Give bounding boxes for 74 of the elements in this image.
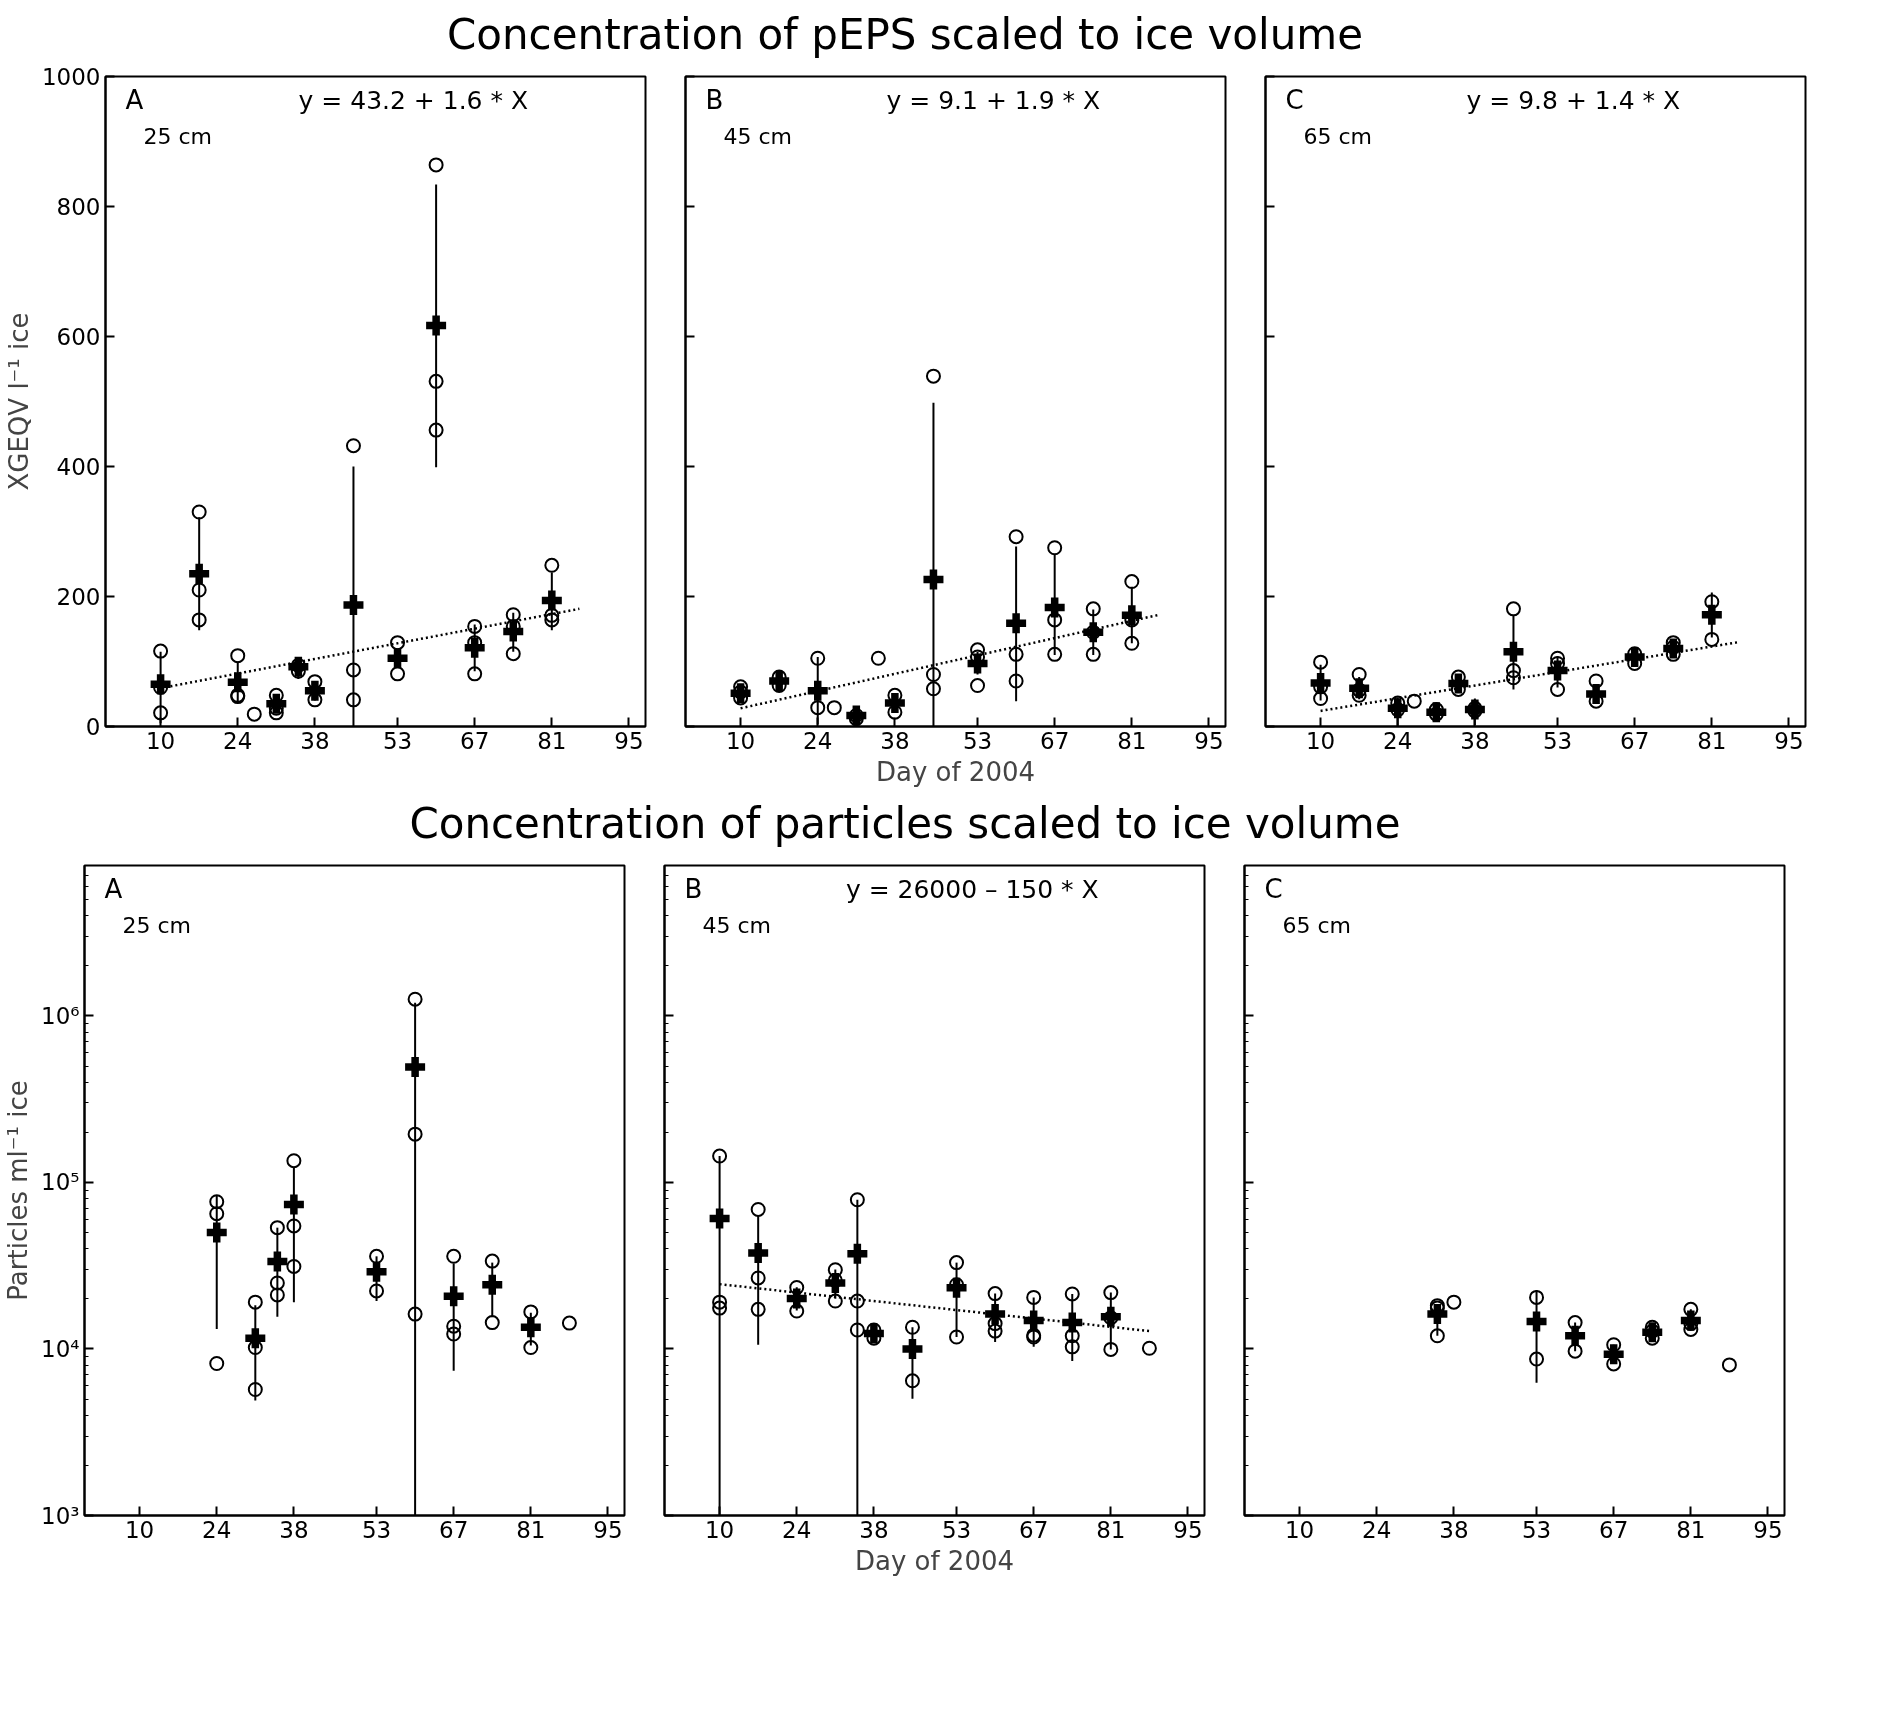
y-axis-title: Particles ml⁻¹ ice — [3, 1080, 34, 1301]
x-tick-label: 67 — [1019, 1516, 1049, 1543]
y-tick-label: 0 — [85, 714, 101, 740]
x-tick-label: 67 — [460, 727, 490, 754]
x-tick-label: 38 — [859, 1516, 889, 1543]
x-tick-label: 95 — [1753, 1516, 1783, 1543]
x-tick-label: 24 — [803, 727, 833, 754]
x-tick-label: 67 — [1040, 727, 1070, 754]
x-tick-label: 81 — [1117, 727, 1147, 754]
x-tick-label: 95 — [1173, 1516, 1203, 1543]
x-tick-label: 53 — [361, 1516, 392, 1543]
x-tick-label: 38 — [279, 1516, 309, 1543]
x-tick-label: 38 — [1460, 727, 1490, 754]
x-axis-title: Day of 2004 — [875, 756, 1036, 787]
y-tick-label: 1000 — [41, 64, 101, 90]
x-tick-label: 81 — [1697, 727, 1727, 754]
x-tick-label: 95 — [1194, 727, 1224, 754]
x-tick-label: 10 — [1305, 727, 1336, 754]
annotation: B — [684, 873, 703, 904]
y-tick-label: 200 — [56, 584, 101, 610]
annotation: A — [104, 873, 123, 904]
x-tick-label: 67 — [1599, 1516, 1629, 1543]
x-tick-label: 24 — [202, 1516, 232, 1543]
annotation: y = 26000 – 150 * X — [845, 874, 1099, 904]
annotation: 65 cm — [1282, 912, 1352, 938]
y-tick-label: 800 — [56, 194, 101, 220]
x-tick-label: 24 — [782, 1516, 812, 1543]
x-tick-label: 95 — [614, 727, 644, 754]
annotation: 25 cm — [122, 912, 192, 938]
x-tick-label: 24 — [223, 727, 253, 754]
x-tick-label: 81 — [516, 1516, 546, 1543]
y-tick-label: 10⁶ — [41, 1002, 80, 1029]
x-tick-label: 95 — [1774, 727, 1804, 754]
x-tick-label: 53 — [941, 1516, 972, 1543]
annotation: A — [125, 84, 144, 115]
annotation: y = 9.1 + 1.9 * X — [886, 85, 1101, 115]
y-tick-label: 400 — [56, 454, 101, 480]
x-tick-label: 81 — [1676, 1516, 1706, 1543]
y-tick-label: 10⁴ — [41, 1335, 80, 1362]
chart-title: Concentration of pEPS scaled to ice volume — [446, 9, 1364, 61]
x-tick-label: 10 — [725, 727, 756, 754]
x-tick-label: 10 — [704, 1516, 735, 1543]
y-tick-label: 10⁵ — [41, 1169, 80, 1196]
chart-title: Concentration of particles scaled to ice volume — [409, 798, 1401, 850]
x-tick-label: 95 — [593, 1516, 623, 1543]
x-tick-label: 53 — [1521, 1516, 1552, 1543]
annotation: 45 cm — [702, 912, 772, 938]
annotation: 45 cm — [723, 123, 793, 149]
x-tick-label: 10 — [145, 727, 176, 754]
x-tick-label: 53 — [1542, 727, 1573, 754]
x-tick-label: 24 — [1362, 1516, 1392, 1543]
x-tick-label: 38 — [880, 727, 910, 754]
annotation: C — [1285, 84, 1304, 115]
y-tick-label: 10³ — [41, 1502, 80, 1529]
x-tick-label: 53 — [962, 727, 993, 754]
annotation: C — [1264, 873, 1283, 904]
x-tick-label: 38 — [1439, 1516, 1469, 1543]
annotation: 25 cm — [143, 123, 213, 149]
y-tick-label: 600 — [56, 324, 101, 350]
x-tick-label: 10 — [124, 1516, 155, 1543]
x-tick-label: 53 — [382, 727, 413, 754]
annotation: 65 cm — [1303, 123, 1373, 149]
annotation: B — [705, 84, 724, 115]
annotation: y = 43.2 + 1.6 * X — [298, 85, 529, 115]
x-tick-label: 67 — [1620, 727, 1650, 754]
x-tick-label: 67 — [439, 1516, 469, 1543]
x-tick-label: 10 — [1284, 1516, 1315, 1543]
x-axis-title: Day of 2004 — [854, 1545, 1015, 1576]
x-tick-label: 81 — [1096, 1516, 1126, 1543]
y-axis-title: XGEQV l⁻¹ ice — [3, 312, 34, 491]
x-tick-label: 81 — [537, 727, 567, 754]
x-tick-label: 38 — [300, 727, 330, 754]
x-tick-label: 24 — [1383, 727, 1413, 754]
annotation: y = 9.8 + 1.4 * X — [1466, 85, 1681, 115]
